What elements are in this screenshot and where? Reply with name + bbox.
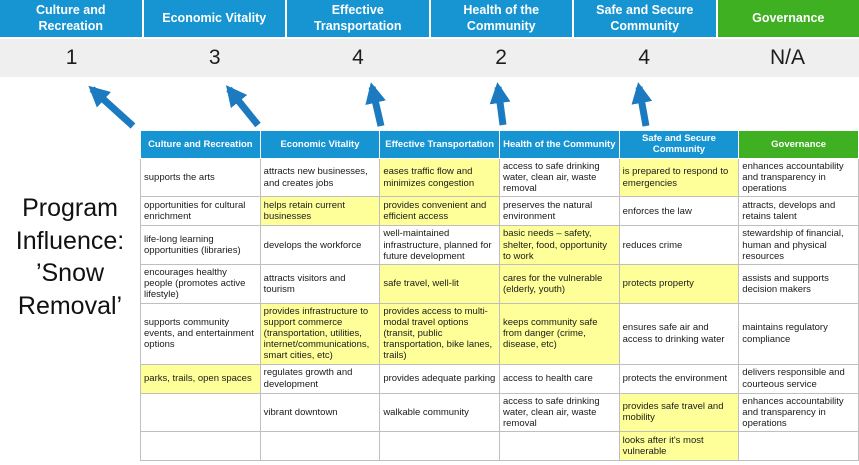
- matrix-header-row: Culture and Recreation Economic Vitality E…: [140, 130, 859, 159]
- matrix-cell-5-5: delivers responsible and courteous servi…: [738, 363, 859, 394]
- summary-score-2: 4: [352, 46, 364, 69]
- matrix-cell-7-1: [259, 431, 381, 462]
- matrix-cell-3-2: safe travel, well-lit: [379, 264, 500, 304]
- summary-header-0: Culture and Recreation: [0, 0, 144, 37]
- matrix-header-5: Governance: [738, 130, 859, 159]
- summary-header-2: Effective Transportation: [287, 0, 431, 37]
- summary-score-4: 4: [638, 46, 651, 69]
- summary-score-3: 2: [495, 46, 507, 69]
- matrix-cell-0-1: attracts new businesses, and creates job…: [259, 157, 381, 198]
- influence-arrow-3-icon: [365, 82, 386, 127]
- matrix-cell-2-4: reduces crime: [618, 225, 740, 265]
- influence-arrow-4-icon: [489, 82, 511, 126]
- matrix-wrap: Culture and Recreation Economic Vitality E…: [140, 130, 859, 462]
- matrix-cell-3-1: attracts visitors and tourism: [259, 264, 381, 304]
- matrix-cell-4-1: provides infrastructure to support comme…: [259, 302, 381, 365]
- matrix-cell-4-2: provides access to multi-modal travel op…: [379, 302, 500, 365]
- matrix-cell-4-0: supports community events, and entertain…: [140, 302, 261, 365]
- matrix-cell-4-3: keeps community safe from danger (crime,…: [498, 302, 620, 365]
- matrix-cell-7-4: looks after it's most vulnerable: [618, 431, 740, 462]
- matrix-cell-6-2: walkable community: [379, 392, 500, 433]
- matrix-cell-0-4: is prepared to respond to emergencies: [618, 157, 740, 198]
- matrix-row-2: life-long learning opportunities (librar…: [140, 225, 859, 265]
- matrix-cell-4-5: maintains regulatory compliance: [738, 302, 859, 365]
- matrix-row-3: encourages healthy people (promotes acti…: [140, 264, 859, 304]
- matrix-cell-4-4: ensures safe air and access to drinking …: [618, 302, 740, 365]
- matrix-cell-6-0: [140, 392, 261, 433]
- matrix-header-0: Culture and Recreation: [140, 130, 261, 159]
- matrix-row-5: parks, trails, open spaces regulates grow…: [140, 363, 859, 394]
- matrix-header-2: Effective Transportation: [379, 130, 500, 159]
- matrix-cell-3-5: assists and supports decision makers: [738, 264, 859, 304]
- matrix-row-7: looks after it's most vulnerable: [140, 431, 859, 462]
- matrix-cell-1-0: opportunities for cultural enrichment: [140, 196, 261, 227]
- matrix-cell-0-5: enhances accountability and transparency…: [738, 157, 859, 198]
- summary-header-3: Health of the Community: [430, 0, 574, 37]
- matrix-cell-7-0: [140, 431, 261, 462]
- matrix-cell-7-5: [738, 431, 859, 462]
- matrix-cell-1-4: enforces the law: [618, 196, 740, 227]
- influence-arrow-5-icon: [631, 82, 653, 127]
- matrix-cell-5-4: protects the environment: [618, 363, 740, 394]
- matrix-cell-2-1: develops the workforce: [259, 225, 381, 265]
- matrix-cell-5-0: parks, trails, open spaces: [140, 363, 261, 394]
- matrix-cell-5-3: access to health care: [498, 363, 620, 394]
- arrows: [88, 82, 653, 129]
- matrix-header-1: Economic Vitality: [259, 130, 381, 159]
- matrix-cell-6-5: enhances accountability and transparency…: [738, 392, 859, 433]
- matrix-cell-7-2: [379, 431, 500, 462]
- summary-score-0: 1: [65, 46, 78, 69]
- matrix-cell-1-3: preserves the natural environment: [498, 196, 620, 227]
- matrix-row-6: vibrant downtown walkable community access…: [140, 392, 859, 433]
- influence-arrow-2-icon: [225, 85, 261, 128]
- matrix-row-1: opportunities for cultural enrichment hel…: [140, 196, 859, 227]
- matrix-header-3: Health of the Community: [498, 130, 620, 159]
- matrix-row-4: supports community events, and entertain…: [140, 302, 859, 365]
- matrix-row-0: supports the arts attracts new businesses…: [140, 157, 859, 198]
- summary-score-1: 3: [208, 46, 221, 69]
- matrix-cell-2-5: stewardship of financial, human and phys…: [738, 225, 859, 265]
- matrix-cell-5-1: regulates growth and development: [259, 363, 381, 394]
- matrix-cell-6-1: vibrant downtown: [259, 392, 381, 433]
- matrix-cell-7-3: [498, 431, 620, 462]
- matrix-cell-5-2: provides adequate parking: [379, 363, 500, 394]
- matrix-cell-0-3: access to safe drinking water, clean air…: [498, 157, 620, 198]
- matrix-cell-3-3: cares for the vulnerable (elderly, youth…: [498, 264, 620, 304]
- matrix-cell-6-4: provides safe travel and mobility: [618, 392, 740, 433]
- matrix-cell-2-3: basic needs – safety, shelter, food, opp…: [498, 225, 620, 265]
- matrix-cell-6-3: access to safe drinking water, clean air…: [498, 392, 620, 433]
- summary-header-5: Governance: [717, 0, 859, 37]
- matrix-cell-1-2: provides convenient and efficient access: [379, 196, 500, 227]
- influence-arrow-1-icon: [88, 85, 136, 129]
- matrix-header-4: Safe and Secure Community: [618, 130, 740, 159]
- matrix-body: supports the arts attracts new businesses…: [140, 157, 859, 462]
- matrix-cell-3-0: encourages healthy people (promotes acti…: [140, 264, 261, 304]
- program-title: Program Influence: ’Snow Removal’: [15, 194, 125, 320]
- matrix-cell-0-0: supports the arts: [140, 157, 261, 198]
- matrix-cell-0-2: eases traffic flow and minimizes congest…: [379, 157, 500, 198]
- summary-header-4: Safe and Secure Community: [574, 0, 718, 37]
- summary-header-1: Economic Vitality: [143, 0, 287, 37]
- matrix-cell-2-0: life-long learning opportunities (librar…: [140, 225, 261, 265]
- summary-header-row: Culture and Recreation Economic Vitality E…: [0, 0, 859, 37]
- matrix-cell-2-2: well-maintained infrastructure, planned …: [379, 225, 500, 265]
- matrix-cell-1-5: attracts, develops and retains talent: [738, 196, 859, 227]
- summary-score-5: N/A: [769, 46, 805, 69]
- summary-score-row: 1 3 4 2 4 N/A: [0, 37, 859, 77]
- matrix-cell-3-4: protects property: [618, 264, 740, 304]
- matrix-table: Culture and Recreation Economic Vitality E…: [140, 130, 859, 462]
- matrix-cell-1-1: helps retain current businesses: [259, 196, 381, 227]
